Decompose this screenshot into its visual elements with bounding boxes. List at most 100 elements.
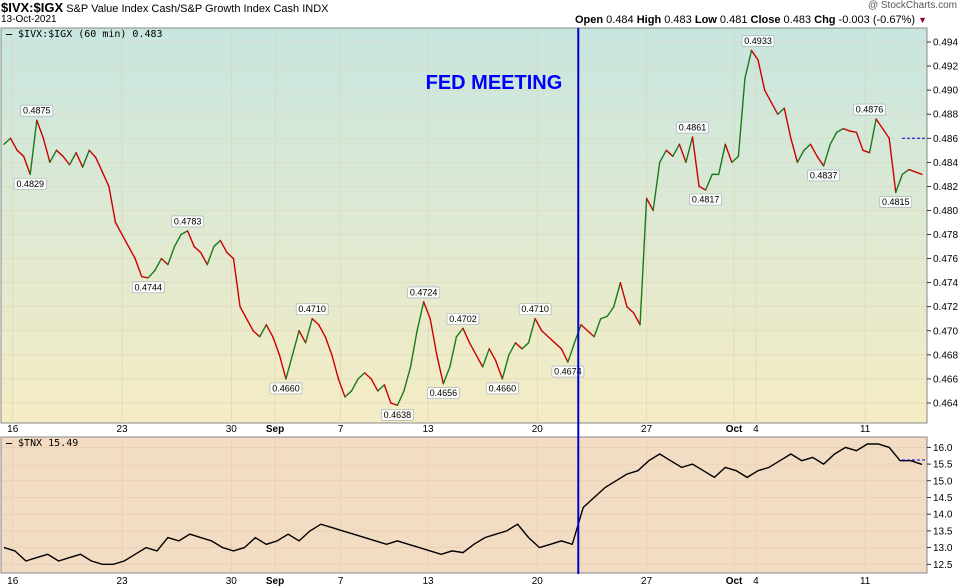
ratio-series-segment: [836, 127, 845, 133]
close-value: 0.483: [783, 14, 812, 26]
ratio-series-segment: [888, 137, 897, 194]
ratio-series-segment: [724, 143, 733, 164]
ratio-series-segment: [619, 281, 628, 308]
ratio-series-segment: [796, 149, 805, 164]
x-tick-label-top: 16: [7, 424, 19, 435]
x-tick-label-top: Sep: [266, 424, 284, 435]
x-axis-strip: [1, 424, 927, 436]
price-callout-label: 0.4829: [16, 179, 44, 189]
ratio-series-segment: [3, 137, 12, 145]
x-tick-label-top: 27: [641, 424, 653, 435]
high-label: High: [636, 14, 662, 26]
ratio-series-segment: [449, 336, 458, 368]
price-callout: 0.4829: [13, 178, 47, 190]
fed-meeting-annotation: FED MEETING: [426, 72, 563, 94]
top-panel-title: $IVX:$IGX (60 min) 0.483: [6, 29, 163, 40]
ratio-series-segment: [554, 342, 563, 350]
ratio-series-segment: [803, 143, 812, 152]
y-tick-label-bottom: 15.0: [933, 476, 953, 487]
ratio-series-segment: [95, 156, 104, 173]
ratio-series-segment: [324, 336, 333, 356]
ratio-series-segment: [659, 149, 667, 164]
ratio-series-segment: [744, 49, 753, 79]
x-tick-label-bottom: 7: [338, 576, 344, 587]
ratio-series-segment: [521, 342, 530, 350]
ratio-series-segment: [81, 149, 90, 168]
price-callout-box: [853, 103, 886, 116]
ratio-series-segment: [193, 245, 202, 254]
ratio-series-segment: [245, 318, 254, 332]
price-callout-box: [741, 35, 775, 47]
ratio-series-segment: [849, 130, 858, 133]
price-callout-label: 0.4660: [272, 383, 300, 393]
x-tick-label-top: 20: [532, 424, 544, 435]
ratio-series-segment: [160, 257, 169, 266]
price-callout: 0.4710: [295, 303, 329, 316]
price-callout-box: [269, 382, 303, 395]
y-tick-label-bottom: 13.0: [933, 543, 953, 554]
y-tick-label-top: 0.478: [933, 230, 958, 241]
x-tick-label-top: 13: [422, 424, 434, 435]
ratio-series-segment: [350, 378, 359, 392]
ratio-series-segment: [357, 372, 366, 380]
ratio-series-segment: [816, 155, 825, 167]
ratio-series-segment: [908, 168, 917, 173]
ratio-series-segment: [75, 152, 84, 168]
close-label: Close: [750, 14, 781, 26]
price-callout-box: [518, 303, 552, 316]
ratio-series-segment: [580, 324, 589, 332]
ratio-series-segment: [88, 149, 97, 159]
price-callout-box: [131, 281, 165, 294]
chart-symbol: $IVX:$IGX: [1, 0, 64, 15]
x-tick-label-bottom: Oct: [726, 576, 743, 587]
price-callout: 0.4638: [381, 409, 414, 421]
ratio-series-segment: [377, 384, 386, 392]
y-tick-label-top: 0.470: [933, 326, 958, 337]
ratio-series-segment: [370, 378, 379, 392]
x-tick-label-top: Oct: [726, 424, 743, 435]
ratio-series-segment: [855, 131, 864, 152]
ratio-series-segment: [868, 118, 877, 154]
price-callout: 0.4875: [20, 104, 54, 117]
ratio-series-segment: [29, 119, 38, 176]
ratio-series-segment: [606, 306, 615, 318]
ratio-series-segment: [108, 185, 117, 224]
ratio-series-segment: [829, 131, 838, 145]
ratio-series-segment: [790, 137, 799, 164]
ratio-series-segment: [127, 245, 136, 260]
ratio-series-segment: [9, 137, 18, 152]
price-callout-box: [551, 365, 585, 378]
ratio-series-segment: [140, 275, 149, 279]
price-callout-box: [879, 196, 913, 208]
ratio-series-segment: [36, 119, 45, 139]
ratio-series-segment: [737, 77, 746, 158]
x-tick-label-bottom: 23: [116, 576, 128, 587]
ratio-series-segment: [252, 330, 261, 338]
x-tick-label-bottom: 27: [641, 576, 653, 587]
price-callout-box: [427, 387, 460, 400]
price-callout-label: 0.4815: [882, 197, 910, 207]
y-tick-label-bottom: 14.0: [933, 510, 953, 521]
down-arrow-icon: ▼: [918, 15, 927, 25]
ratio-series-segment: [265, 324, 274, 338]
ratio-series-segment: [481, 348, 490, 368]
open-label: Open: [574, 14, 604, 26]
price-callout-label: 0.4638: [384, 410, 412, 420]
ratio-series-segment: [101, 171, 110, 188]
top-panel-background: [0, 27, 928, 424]
x-tick-label-bottom: 16: [7, 576, 19, 587]
x-tick-label-top: 7: [338, 424, 344, 435]
price-callout-box: [381, 409, 414, 421]
ratio-series-segment: [652, 161, 661, 212]
exchange-label: INDX: [302, 3, 329, 15]
ratio-series-segment: [777, 107, 785, 115]
ratio-series-segment: [672, 143, 681, 158]
price-callout-box: [171, 215, 204, 228]
y-tick-label-top: 0.490: [933, 86, 958, 97]
ratio-series-segment: [344, 390, 353, 398]
ratio-series-segment: [809, 143, 818, 158]
ratio-series-segment: [291, 330, 300, 356]
y-tick-label-top: 0.480: [933, 206, 958, 217]
ratio-series-segment: [757, 59, 766, 91]
